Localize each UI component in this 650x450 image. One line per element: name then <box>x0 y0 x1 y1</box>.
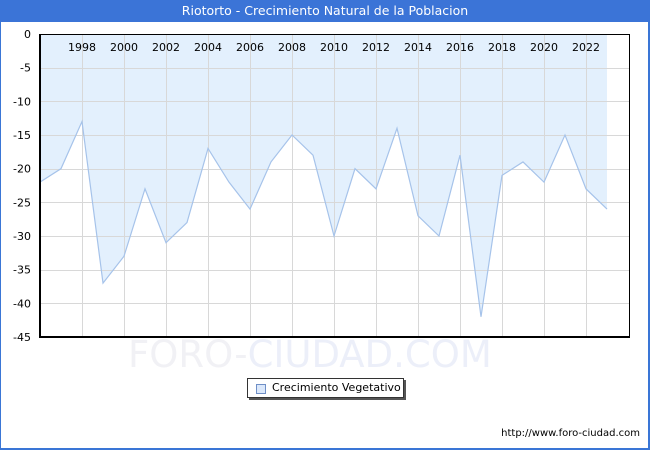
legend-label: Crecimiento Vegetativo <box>272 381 401 394</box>
legend: Crecimiento Vegetativo <box>247 378 404 398</box>
chart-title: Riotorto - Crecimiento Natural de la Pob… <box>0 0 650 22</box>
x-tick-label: 2014 <box>404 41 432 54</box>
y-tick-label: -25 <box>13 196 31 209</box>
watermark-part1: FORO- <box>128 333 248 376</box>
x-tick-label: 2008 <box>278 41 306 54</box>
area-fill <box>40 34 607 317</box>
x-tick-label: 2012 <box>362 41 390 54</box>
x-tick-label: 2020 <box>530 41 558 54</box>
x-tick-label: 2002 <box>152 41 180 54</box>
x-axis-ticks: 1998 2000 2002 2004 2006 2008 2010 2012 2014 2016… <box>68 41 600 54</box>
x-tick-label: 2006 <box>236 41 264 54</box>
x-tick-label: 1998 <box>68 41 96 54</box>
data-line <box>39 119 608 317</box>
y-tick-label: 0 <box>24 28 31 41</box>
source-link[interactable]: http://www.foro-ciudad.com <box>501 428 640 439</box>
y-tick-label: -20 <box>13 163 31 176</box>
watermark-part2: CIUDAD.COM <box>247 333 492 376</box>
y-tick-label: -10 <box>13 95 31 108</box>
x-tick-label: 2018 <box>488 41 516 54</box>
x-tick-label: 2000 <box>110 41 138 54</box>
y-tick-label: -15 <box>13 129 31 142</box>
y-tick-label: -35 <box>13 264 31 277</box>
y-axis-ticks: 0 -5 -10 -15 -20 -25 -30 -35 -40 -45 <box>13 28 31 344</box>
y-tick-label: -45 <box>13 331 31 344</box>
watermark: FORO-CIUDAD.COM <box>128 333 492 376</box>
y-tick-label: -5 <box>20 62 31 75</box>
x-tick-label: 2004 <box>194 41 222 54</box>
y-tick-label: -40 <box>13 297 31 310</box>
legend-swatch-icon <box>256 384 266 394</box>
y-tick-label: -30 <box>13 230 31 243</box>
x-tick-label: 2016 <box>446 41 474 54</box>
x-tick-label: 2010 <box>320 41 348 54</box>
x-tick-label: 2022 <box>572 41 600 54</box>
